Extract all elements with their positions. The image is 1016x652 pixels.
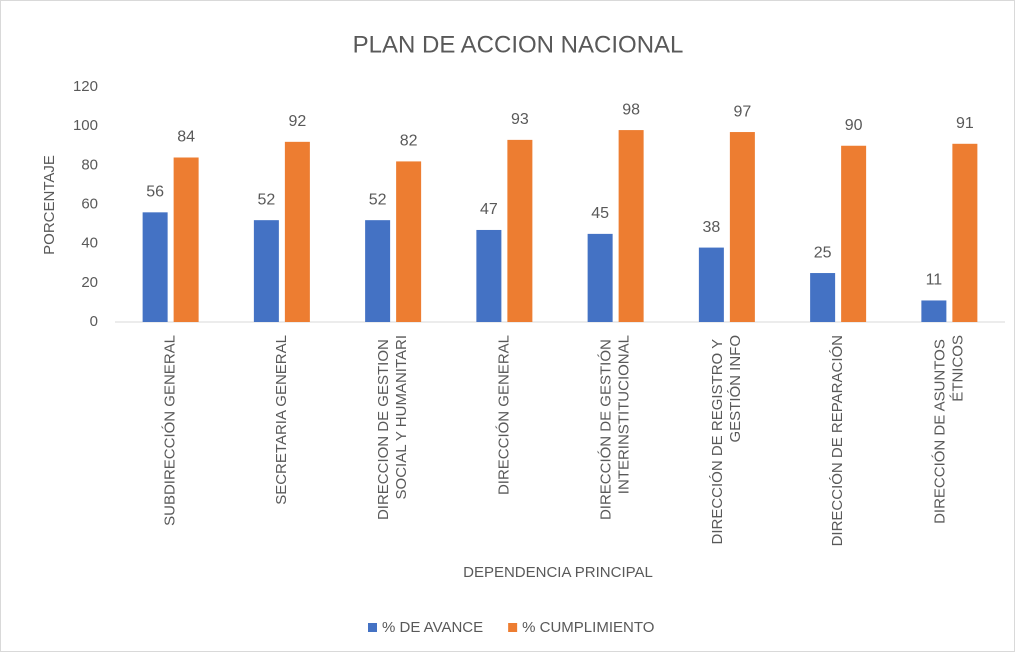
data-label: 56 <box>146 184 164 201</box>
data-label: 52 <box>369 191 387 208</box>
legend-label: % CUMPLIMIENTO <box>522 619 654 636</box>
bar <box>365 220 391 322</box>
x-tick-label: SUBDIRECCIÓN GENERAL <box>162 335 179 526</box>
bar <box>587 233 613 322</box>
y-tick-label: 40 <box>81 235 98 252</box>
y-tick-label: 100 <box>73 117 98 134</box>
bar <box>476 229 502 322</box>
bar <box>618 130 644 322</box>
chart-title: PLAN DE ACCION NACIONAL <box>353 31 684 58</box>
y-tick-label: 60 <box>81 195 98 212</box>
y-axis-title: PORCENTAJE <box>41 155 58 255</box>
data-label: 52 <box>257 191 275 208</box>
bar <box>253 220 279 322</box>
bar <box>810 273 836 322</box>
bar <box>173 157 199 322</box>
data-label: 47 <box>480 201 498 218</box>
bar <box>396 161 422 322</box>
x-tick-label: SECRETARIA GENERAL <box>273 335 290 505</box>
data-label: 82 <box>400 133 418 150</box>
x-tick-label: DIRECCIÓN GENERAL <box>495 335 512 495</box>
bar <box>921 300 947 322</box>
x-tick-label: DIRECCIÓN DE GESTIÓN INTERINSTITUCIONAL <box>598 335 633 520</box>
bar <box>284 141 310 322</box>
data-label: 84 <box>177 129 195 146</box>
data-label: 98 <box>622 101 640 118</box>
y-tick-label: 120 <box>73 78 98 95</box>
data-label: 25 <box>814 244 832 261</box>
legend-label: % DE AVANCE <box>382 619 483 636</box>
bar <box>952 143 978 322</box>
data-label: 92 <box>288 113 306 130</box>
x-tick-label: DIRECCION DE GESTION SOCIAL Y HUMANITARI <box>375 335 410 520</box>
bar <box>698 247 724 322</box>
x-tick-label: DIRECCIÓN DE REPARACIÓN <box>829 335 846 546</box>
x-tick-label: DIRECCIÓN DE ASUNTOS ÉTNICOS <box>931 335 966 524</box>
data-label: 45 <box>591 205 609 222</box>
data-label: 11 <box>926 272 943 289</box>
data-label: 38 <box>702 219 720 236</box>
legend-swatch <box>508 623 518 632</box>
data-label: 90 <box>845 117 863 134</box>
bar <box>729 132 755 322</box>
bar <box>142 212 168 322</box>
bar <box>841 145 867 322</box>
bar <box>507 139 533 322</box>
y-tick-label: 80 <box>81 156 98 173</box>
data-label: 91 <box>956 115 974 132</box>
y-tick-label: 20 <box>81 274 98 291</box>
data-label: 93 <box>511 111 529 128</box>
x-axis-title: DEPENDENCIA PRINCIPAL <box>463 564 653 581</box>
data-label: 97 <box>733 103 751 120</box>
legend-swatch <box>368 623 377 632</box>
y-tick-label: 0 <box>90 313 98 330</box>
x-tick-label: DIRECCIÓN DE REGISTRO Y GESTIÓN INFO <box>709 335 744 544</box>
